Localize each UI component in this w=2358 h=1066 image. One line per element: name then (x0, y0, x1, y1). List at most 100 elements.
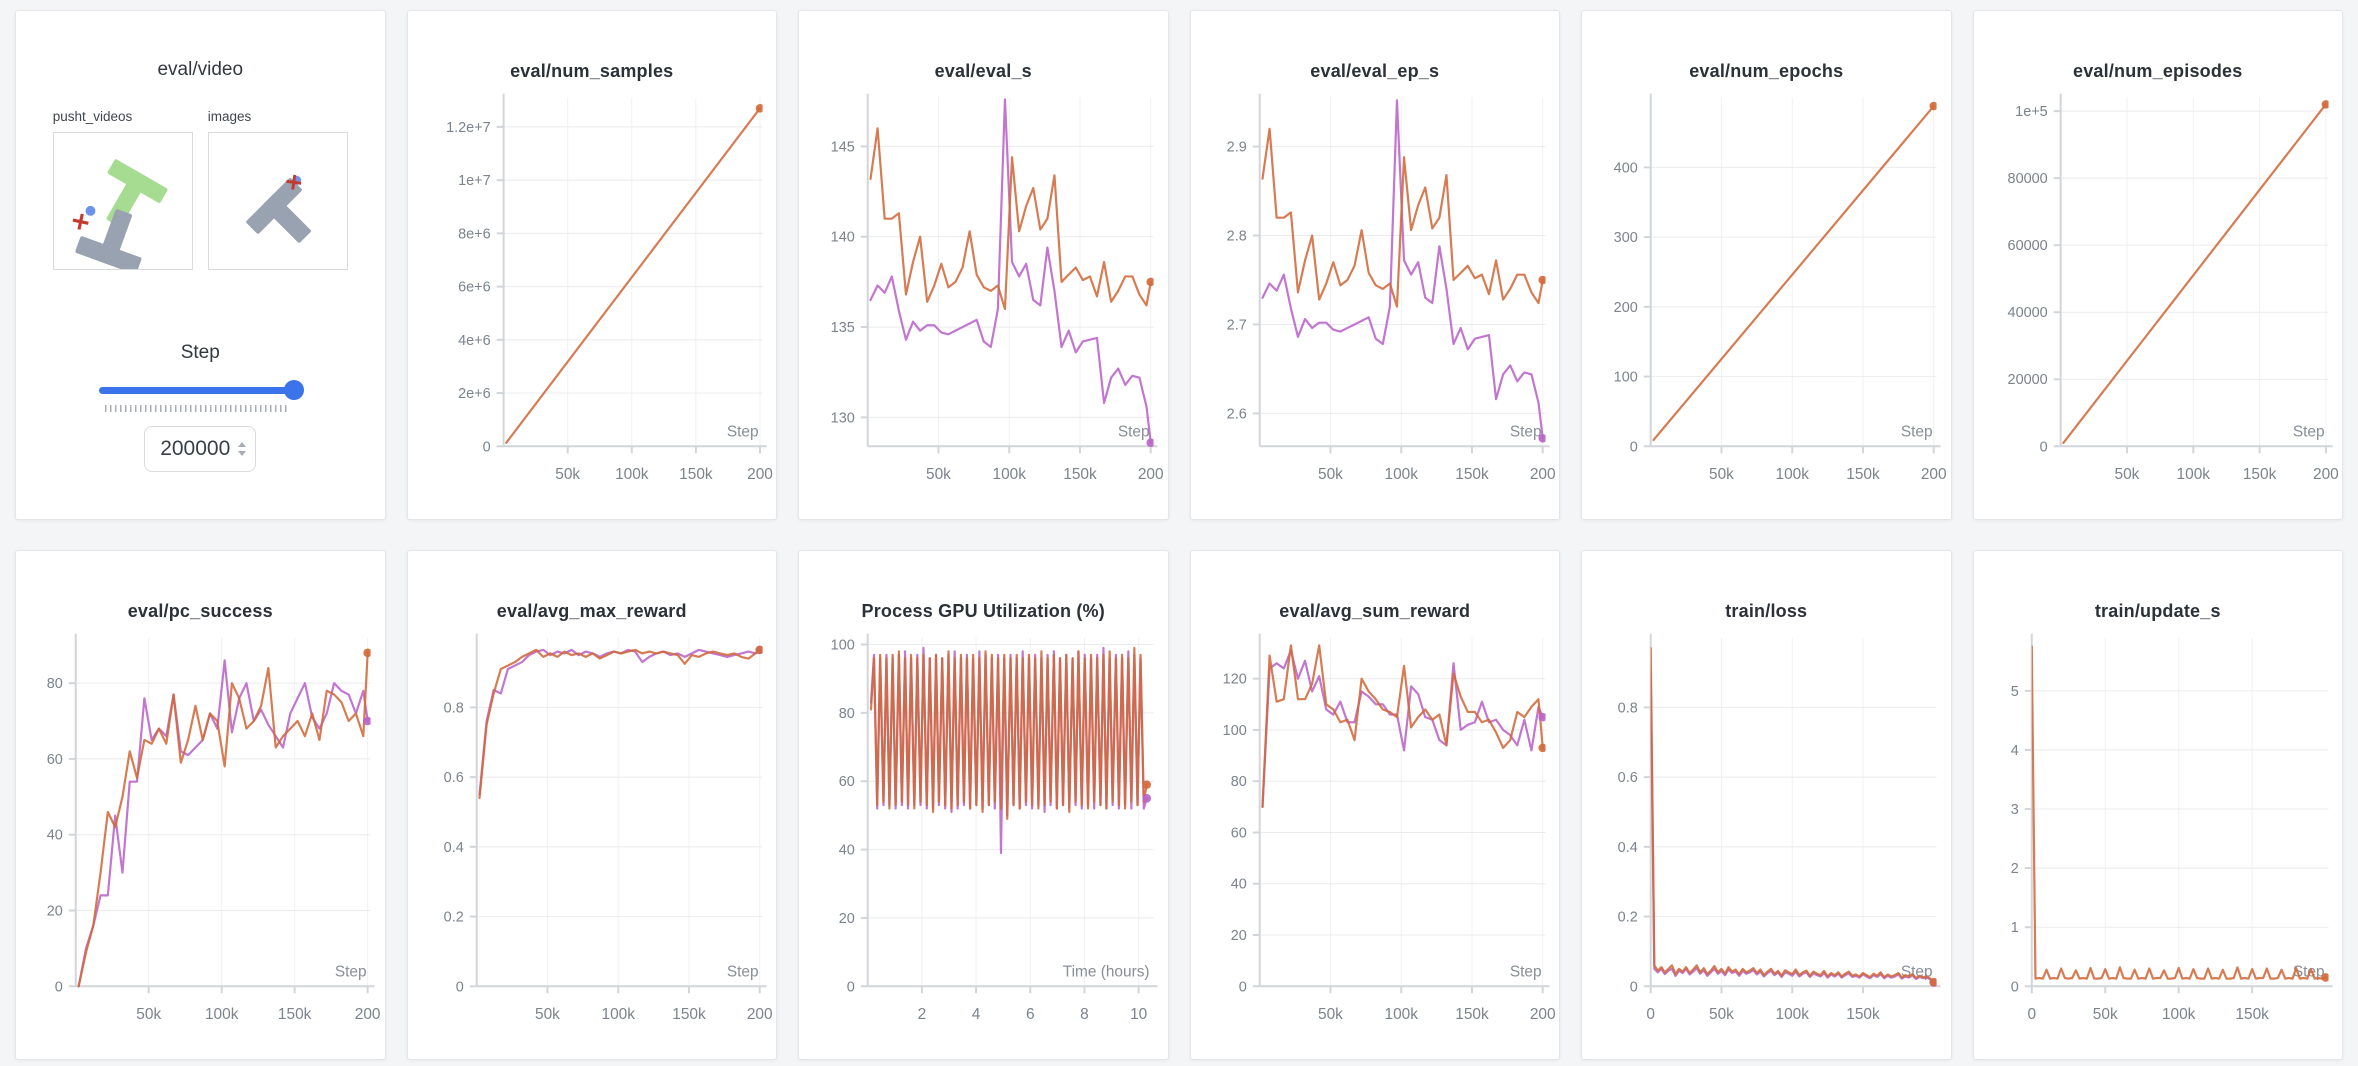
chart-plot[interactable]: 50k 100k 150k 200 0 20000 40000 60000 80000 1e+5 S… (1974, 11, 2343, 519)
x-tick-label: 100k (2176, 466, 2210, 483)
chart-plot[interactable]: 50k 100k 150k 200 0 20 40 60 80 100 120 Step (1191, 551, 1560, 1059)
y-tick-label: 20 (47, 903, 63, 919)
x-axis-label: Step (2292, 423, 2324, 440)
chart-plot[interactable]: 50k 100k 150k 200 0 0.2 0.4 0.6 0.8 Step (408, 551, 777, 1059)
y-tick-label: 0 (2039, 439, 2047, 455)
y-tick-label: 0.8 (443, 700, 463, 716)
y-tick-label: 0.2 (1618, 910, 1638, 926)
y-tick-label: 0.4 (443, 840, 463, 856)
x-axis-label: Time (hours) (1063, 963, 1150, 980)
endpoint-dot-orange (1929, 101, 1937, 111)
step-slider-thumb[interactable] (283, 380, 304, 400)
y-tick-label: 4e+6 (458, 333, 491, 349)
series-line-purple (869, 98, 1152, 444)
endpoint-dot-orange (2320, 973, 2329, 982)
video-thumbnail-pusht[interactable] (52, 132, 193, 270)
step-slider-label: Step (180, 342, 220, 363)
y-tick-label: 3 (2010, 802, 2018, 818)
series-line-purple (1260, 99, 1544, 440)
x-tick-label: 200 (1921, 466, 1947, 483)
chart-panel: Process GPU Utilization (%) 2 4 6 8 10 0 20 40 6… (798, 550, 1169, 1060)
y-tick-label: 40 (839, 843, 855, 859)
x-tick-label: 200 (746, 1006, 772, 1023)
x-tick-label: 150k (679, 466, 713, 483)
x-tick-label: 150k (1455, 466, 1489, 483)
step-slider[interactable] (98, 380, 304, 400)
x-tick-label: 150k (2235, 1006, 2269, 1023)
x-tick-label: 150k (672, 1006, 706, 1023)
y-tick-label: 0 (455, 979, 463, 995)
endpoint-dot-purple (1537, 712, 1546, 722)
y-tick-label: 1 (2010, 920, 2018, 936)
x-tick-label: 50k (2114, 466, 2139, 483)
panel-title: eval/video (157, 59, 244, 80)
chart-panel: eval/num_episodes 50k 100k 150k 200 0 20000 40… (1972, 10, 2343, 520)
endpoint-dot-purple (1142, 794, 1152, 803)
series-line-orange (477, 648, 761, 800)
y-tick-label: 0 (482, 439, 490, 455)
chart-title: eval/avg_max_reward (496, 601, 687, 621)
step-slider-track[interactable] (98, 387, 302, 394)
endpoint-dot-orange (1142, 780, 1152, 789)
endpoint-dot-purple (1146, 438, 1154, 447)
y-tick-label: 2e+6 (458, 386, 491, 402)
series-line-orange (1650, 647, 1935, 984)
y-tick-label: 80 (1230, 774, 1246, 790)
y-tick-label: 0.8 (1618, 700, 1638, 716)
spinner-up-icon[interactable] (238, 442, 247, 447)
media-column-images: images (207, 109, 348, 270)
y-tick-label: 60 (47, 752, 63, 768)
image-thumbnail[interactable] (207, 132, 348, 270)
chart-plot[interactable]: 0 50k 100k 150k 0 1 2 3 4 5 Step (1974, 551, 2343, 1059)
y-tick-label: 0.2 (443, 910, 463, 926)
chart-plot[interactable]: 50k 100k 150k 200 0 20 40 60 80 Step (16, 551, 385, 1059)
x-tick-label: 100k (2161, 1006, 2195, 1023)
x-tick-label: 50k (1318, 1006, 1343, 1023)
y-tick-label: 60 (839, 774, 855, 790)
y-tick-label: 8e+6 (458, 226, 491, 242)
y-tick-label: 80000 (2007, 171, 2047, 187)
media-label: images (207, 109, 252, 124)
series-line-purple (477, 648, 761, 796)
y-tick-label: 20 (1230, 928, 1246, 944)
step-slider-ruler (105, 405, 288, 412)
chart-panel: eval/eval_ep_s 50k 100k 150k 200 2.6 2.7 2.8 2.… (1189, 10, 1560, 520)
chart-plot[interactable]: 50k 100k 150k 200 130 135 140 145 Step (799, 11, 1168, 519)
x-axis-label: Step (335, 963, 367, 980)
spinner-down-icon[interactable] (238, 451, 247, 456)
x-tick-label: 100k (615, 466, 649, 483)
y-tick-label: 100 (831, 637, 855, 653)
series-line-purple (1260, 649, 1544, 808)
y-tick-label: 100 (1614, 370, 1638, 386)
goal-cross (285, 174, 302, 190)
endpoint-dot-orange (2321, 100, 2329, 109)
series-line-orange (1652, 104, 1935, 442)
y-tick-label: 0 (1630, 979, 1638, 995)
media-panel: eval/video pusht_videos (15, 10, 386, 520)
chart-plot[interactable]: 50k 100k 150k 200 0 2e+6 4e+6 6e+6 8e+6 1e+7 1.2e+… (408, 11, 777, 519)
endpoint-dot-orange (1537, 275, 1546, 285)
chart-plot[interactable]: 50k 100k 150k 200 2.6 2.7 2.8 2.9 Step (1191, 11, 1560, 519)
endpoint-dot-orange (754, 645, 763, 655)
series-line-orange (869, 127, 1152, 311)
chart-plot[interactable]: 50k 100k 150k 200 0 100 200 300 400 Step (1582, 11, 1951, 519)
y-tick-label: 0 (2010, 979, 2018, 995)
chart-panel: eval/num_epochs 50k 100k 150k 200 0 100 200 300… (1581, 10, 1952, 520)
series-line-orange (77, 651, 369, 988)
y-tick-label: 0 (847, 979, 855, 995)
step-spinner[interactable] (238, 427, 247, 471)
x-tick-label: 100k (1384, 1006, 1418, 1023)
x-tick-label: 100k (1775, 1006, 1809, 1023)
x-axis-label: Step (1118, 423, 1150, 440)
goal-cross (72, 213, 89, 230)
endpoint-dot-purple (1537, 434, 1546, 443)
y-tick-label: 0.4 (1618, 840, 1638, 856)
chart-panel: train/loss 0 50k 100k 150k 0 0.2 0.4 0.6 0.8 Step (1581, 550, 1952, 1060)
series-line-orange (2061, 103, 2327, 444)
y-tick-label: 200 (1614, 300, 1638, 316)
step-input[interactable]: 200000 (144, 426, 257, 472)
media-column-pusht-videos: pusht_videos (52, 109, 193, 270)
x-tick-label: 50k (2092, 1006, 2117, 1023)
